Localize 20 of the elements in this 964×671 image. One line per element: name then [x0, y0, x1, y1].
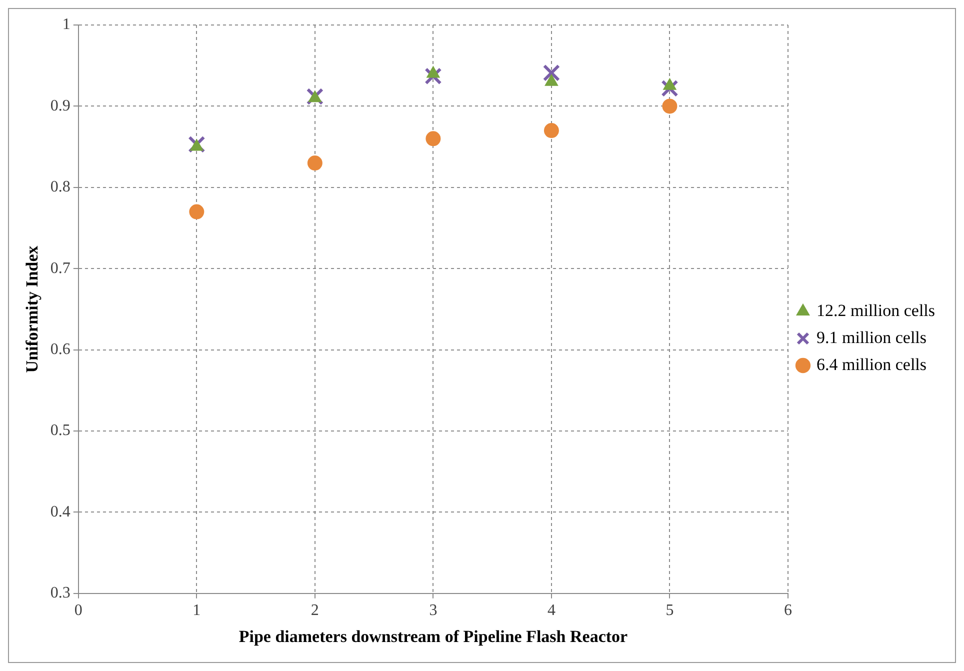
- legend-label: 6.4 million cells: [816, 354, 927, 374]
- x-axis-title: Pipe diameters downstream of Pipeline Flash Reactor: [238, 627, 628, 646]
- legend-label: 12.2 million cells: [816, 300, 936, 320]
- y-tick-label: 0.5: [50, 422, 70, 440]
- legend-label: 9.1 million cells: [816, 328, 927, 347]
- y-axis-title: Uniformity Index: [22, 245, 42, 373]
- y-tick-label: 0.8: [50, 178, 70, 196]
- y-tick-label: 0.7: [50, 260, 70, 277]
- y-tick-label: 0.9: [50, 97, 70, 114]
- y-tick-label: 1: [62, 16, 70, 34]
- x-tick-label: 4: [547, 602, 556, 620]
- x-tick-label: 2: [310, 602, 319, 620]
- x-tick-label: 1: [192, 602, 201, 620]
- x-tick-label: 0: [74, 602, 82, 620]
- y-tick-label: 0.3: [50, 584, 70, 602]
- y-tick-label: 0.6: [50, 341, 70, 358]
- y-tick-label: 0.4: [50, 503, 70, 520]
- x-tick-label: 3: [429, 602, 438, 620]
- x-tick-label: 5: [666, 602, 674, 620]
- x-tick-label: 6: [784, 602, 792, 620]
